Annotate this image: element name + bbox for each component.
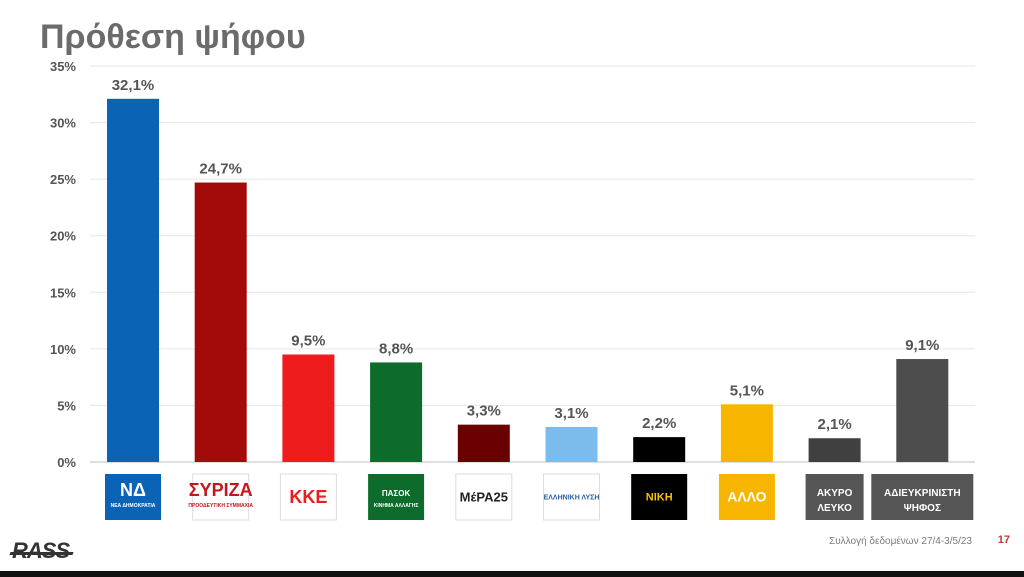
data-collection-note: Συλλογή δεδομένων 27/4-3/5/23 (829, 536, 972, 547)
page-number: 17 (997, 534, 1010, 546)
logo-box (368, 474, 425, 520)
y-tick-label: 10% (50, 342, 76, 357)
category-logo-niki: ΝΙΚΗ (631, 474, 688, 520)
y-tick-label: 0% (57, 455, 76, 470)
category-logo-allo: ΑΛΛΟ (718, 474, 775, 520)
category-logo-pasok: ΠΑΣΟΚ ΚΙΝΗΜΑ ΑΛΛΑΓΗΣ (368, 474, 425, 520)
logo-box (631, 474, 688, 520)
category-logo-adieykrinisti: ΑΔΙΕΥΚΡΙΝΙΣΤΗ ΨΗΦΟΣ (871, 474, 974, 520)
y-tick-label: 5% (57, 398, 76, 413)
rass-logo-underline (9, 552, 74, 555)
bar-niki (633, 437, 686, 462)
y-tick-label: 15% (50, 285, 76, 300)
logo-text: ΑΛΛΟ (727, 489, 766, 505)
bar-kke (282, 354, 335, 462)
logo-text: ΜέΡΑ25 (460, 489, 508, 504)
data-label-elliniki-lysi: 3,1% (554, 405, 588, 422)
rass-logo-text: RASS (12, 538, 70, 563)
logo-box (455, 473, 513, 521)
logo-text: ΑΚΥΡΟ (817, 488, 853, 499)
bar-elliniki-lysi (545, 426, 598, 462)
bottom-bar (0, 571, 1024, 577)
logo-text: ΑΔΙΕΥΚΡΙΝΙΣΤΗ (884, 488, 961, 499)
category-logo-elliniki-lysi: ΕΛΛΗΝΙΚΗ ΛΥΣΗ (543, 473, 600, 521)
logo-text: ΕΛΛΗΝΙΚΗ ΛΥΣΗ (544, 494, 600, 501)
data-label-pasok: 8,8% (379, 340, 413, 357)
logo-box (718, 474, 775, 520)
y-tick-label: 30% (50, 116, 76, 131)
y-tick-label: 35% (50, 59, 76, 74)
logo-text: ΝΔ (120, 480, 146, 500)
logo-subtext: ΠΡΟΟΔΕΥΤΙΚΗ ΣΥΜΜΑΧΙΑ (188, 503, 253, 509)
data-label-adieykrinisti: 9,1% (905, 337, 939, 354)
data-label-niki: 2,2% (642, 415, 676, 432)
data-label-allo: 5,1% (730, 382, 764, 399)
category-logo-akyro-lefko: ΑΚΥΡΟ ΛΕΥΚΟ (805, 474, 864, 520)
data-label-akyro-lefko: 2,1% (817, 416, 851, 433)
category-logo-nd: ΝΔ ΝΕΑ ΔΗΜΟΚΡΑΤΙΑ (105, 474, 161, 520)
logo-text: ΝΙΚΗ (646, 492, 673, 504)
chart-title: Πρόθεση ψήφου (40, 18, 306, 56)
category-logo-mera25: ΜέΡΑ25 (455, 473, 513, 521)
rass-logo: RASS (9, 538, 74, 564)
logo-text: ΠΑΣΟΚ (382, 489, 411, 498)
bar-allo (720, 404, 773, 462)
data-label-kke: 9,5% (291, 333, 325, 350)
bar-akyro-lefko (808, 438, 861, 462)
logo-box (805, 474, 864, 520)
data-label-mera25: 3,3% (467, 403, 501, 420)
data-label-syriza: 24,7% (199, 161, 242, 178)
data-label-nd: 32,1% (112, 77, 155, 94)
logo-subtext: ΝΕΑ ΔΗΜΟΚΡΑΤΙΑ (111, 503, 156, 509)
category-logo-syriza: ΣΥΡΙΖΑ ΠΡΟΟΔΕΥΤΙΚΗ ΣΥΜΜΑΧΙΑ (188, 473, 253, 521)
bar-syriza (194, 182, 247, 462)
logo-box (105, 474, 161, 520)
logo-text: ΚΚΕ (289, 487, 327, 507)
logo-subtext: ΨΗΦΟΣ (904, 503, 941, 514)
logo-box (543, 473, 600, 521)
logo-box (279, 473, 337, 521)
bar-nd (107, 98, 159, 462)
y-tick-label: 25% (50, 172, 76, 187)
logo-box (192, 473, 250, 521)
category-logo-kke: ΚΚΕ (279, 473, 337, 521)
bar-adieykrinisti (896, 359, 949, 462)
logo-subtext: ΚΙΝΗΜΑ ΑΛΛΑΓΗΣ (374, 503, 419, 509)
logo-subtext: ΛΕΥΚΟ (817, 503, 852, 514)
y-tick-label: 20% (50, 229, 76, 244)
bar-pasok (370, 362, 423, 462)
logo-text: ΣΥΡΙΖΑ (189, 480, 253, 500)
logo-box (871, 474, 974, 520)
bar-mera25 (457, 424, 510, 462)
